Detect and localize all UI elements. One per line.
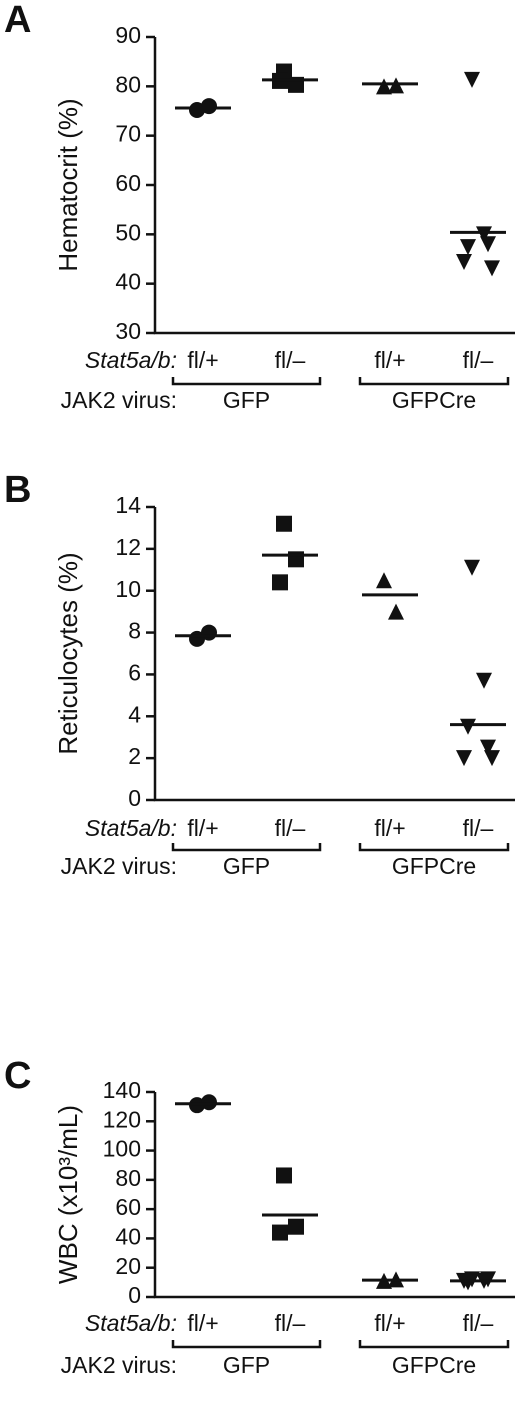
y-axis-label: Reticulocytes (%) (53, 552, 83, 754)
group-label: GFPCre (392, 387, 476, 413)
x-tick-label: fl/– (275, 815, 306, 841)
y-tick-label: 80 (115, 71, 141, 97)
panel-letter: A (4, 0, 31, 41)
group-label: GFPCre (392, 1352, 476, 1378)
data-point (189, 102, 205, 119)
data-point (376, 78, 392, 95)
x-tick-label: fl/– (463, 1310, 494, 1336)
data-point (464, 559, 480, 576)
y-tick-label: 40 (115, 269, 141, 295)
y-tick-label: 10 (115, 576, 141, 602)
y-tick-label: 12 (115, 534, 141, 560)
x-tick-label: fl/– (463, 815, 494, 841)
y-tick-label: 14 (115, 492, 141, 518)
data-point (480, 236, 496, 253)
x-tick-label: fl/– (275, 1310, 306, 1336)
y-tick-label: 20 (115, 1253, 141, 1279)
data-point (288, 1218, 304, 1235)
data-point (456, 750, 472, 767)
panel-letter: B (4, 469, 31, 511)
x-tick-label: fl/– (463, 347, 494, 373)
data-point (484, 260, 500, 277)
y-tick-label: 30 (115, 318, 141, 344)
x-tick-label: fl/+ (374, 815, 405, 841)
row-label: Stat5a/b: (85, 815, 177, 841)
panel-letter: C (4, 1055, 31, 1097)
data-point (456, 253, 472, 270)
group-bracket (171, 377, 322, 386)
data-point (484, 750, 500, 767)
data-point (272, 574, 288, 591)
group-bracket (171, 1340, 322, 1349)
y-tick-label: 0 (128, 1282, 141, 1308)
y-tick-label: 120 (103, 1106, 141, 1132)
y-tick-label: 8 (128, 618, 141, 644)
row-label: JAK2 virus: (61, 387, 177, 413)
y-tick-label: 70 (115, 121, 141, 147)
row-label: JAK2 virus: (61, 1352, 177, 1378)
data-point (376, 572, 392, 589)
y-tick-label: 60 (115, 170, 141, 196)
data-point (201, 624, 217, 641)
data-point (276, 515, 292, 532)
y-tick-label: 90 (115, 22, 141, 48)
y-axis-label: Hematocrit (%) (53, 98, 83, 271)
y-tick-label: 60 (115, 1194, 141, 1220)
data-point (388, 603, 404, 620)
data-point (272, 1224, 288, 1241)
group-bracket (358, 1340, 510, 1349)
y-tick-label: 50 (115, 219, 141, 245)
y-tick-label: 4 (128, 701, 141, 727)
y-tick-label: 100 (103, 1136, 141, 1162)
y-tick-label: 2 (128, 743, 141, 769)
group-label: GFP (223, 853, 270, 879)
y-axis (153, 37, 515, 335)
data-point (480, 739, 496, 756)
y-axis-label: WBC (x10³/mL) (53, 1105, 83, 1284)
data-point (476, 672, 492, 689)
x-tick-label: fl/– (275, 347, 306, 373)
x-tick-label: fl/+ (374, 347, 405, 373)
y-tick-label: 40 (115, 1224, 141, 1250)
y-tick-label: 80 (115, 1165, 141, 1191)
x-tick-label: fl/+ (374, 1310, 405, 1336)
group-label: GFP (223, 387, 270, 413)
data-point (476, 226, 492, 243)
data-point (276, 1167, 292, 1184)
x-tick-label: fl/+ (187, 347, 218, 373)
group-label: GFPCre (392, 853, 476, 879)
row-label: Stat5a/b: (85, 347, 177, 373)
data-point (460, 718, 476, 735)
y-tick-label: 6 (128, 660, 141, 686)
row-label: Stat5a/b: (85, 1310, 177, 1336)
data-point (460, 239, 476, 256)
x-tick-label: fl/+ (187, 1310, 218, 1336)
group-label: GFP (223, 1352, 270, 1378)
row-label: JAK2 virus: (61, 853, 177, 879)
y-tick-label: 0 (128, 785, 141, 811)
y-tick-label: 140 (103, 1077, 141, 1103)
data-point (201, 98, 217, 115)
group-bracket (358, 377, 510, 386)
data-point (464, 71, 480, 88)
y-axis (153, 1092, 515, 1299)
group-bracket (358, 843, 510, 852)
x-tick-label: fl/+ (187, 815, 218, 841)
group-bracket (171, 843, 322, 852)
